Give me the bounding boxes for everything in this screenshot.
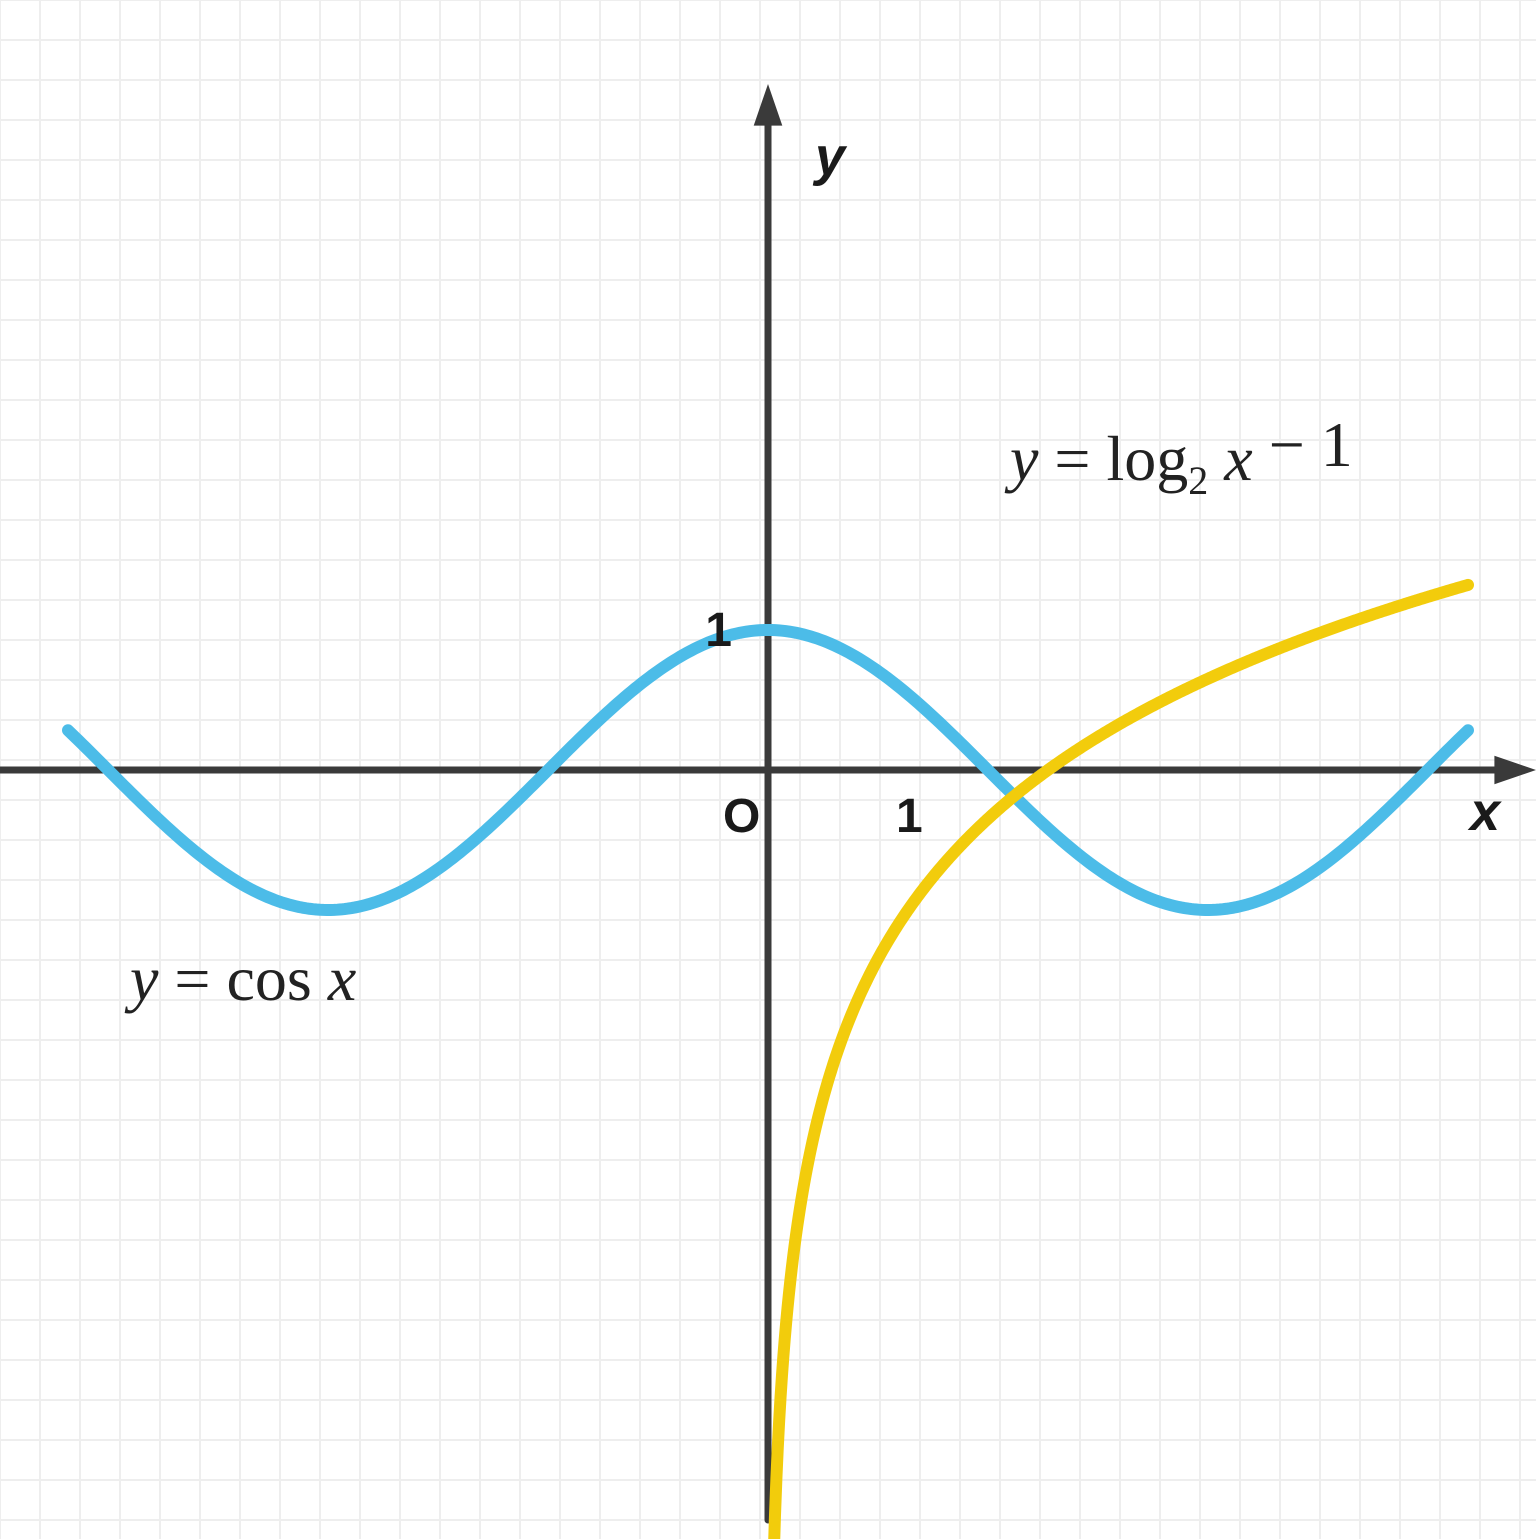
- xtick-1: 1: [896, 790, 923, 843]
- axis-label-x: x: [1467, 782, 1502, 842]
- series-label-log2_minus_1: y = log2 x − 1: [1004, 409, 1353, 503]
- ytick-1: 1: [705, 604, 732, 657]
- axis-label-y: y: [812, 127, 848, 187]
- series-label-cosine: y = cos x: [124, 943, 356, 1014]
- origin-label: O: [723, 790, 760, 843]
- chart-canvas: O 1 1 x y y = cos x y = log2 x − 1: [0, 0, 1536, 1539]
- axes: [0, 84, 1536, 1520]
